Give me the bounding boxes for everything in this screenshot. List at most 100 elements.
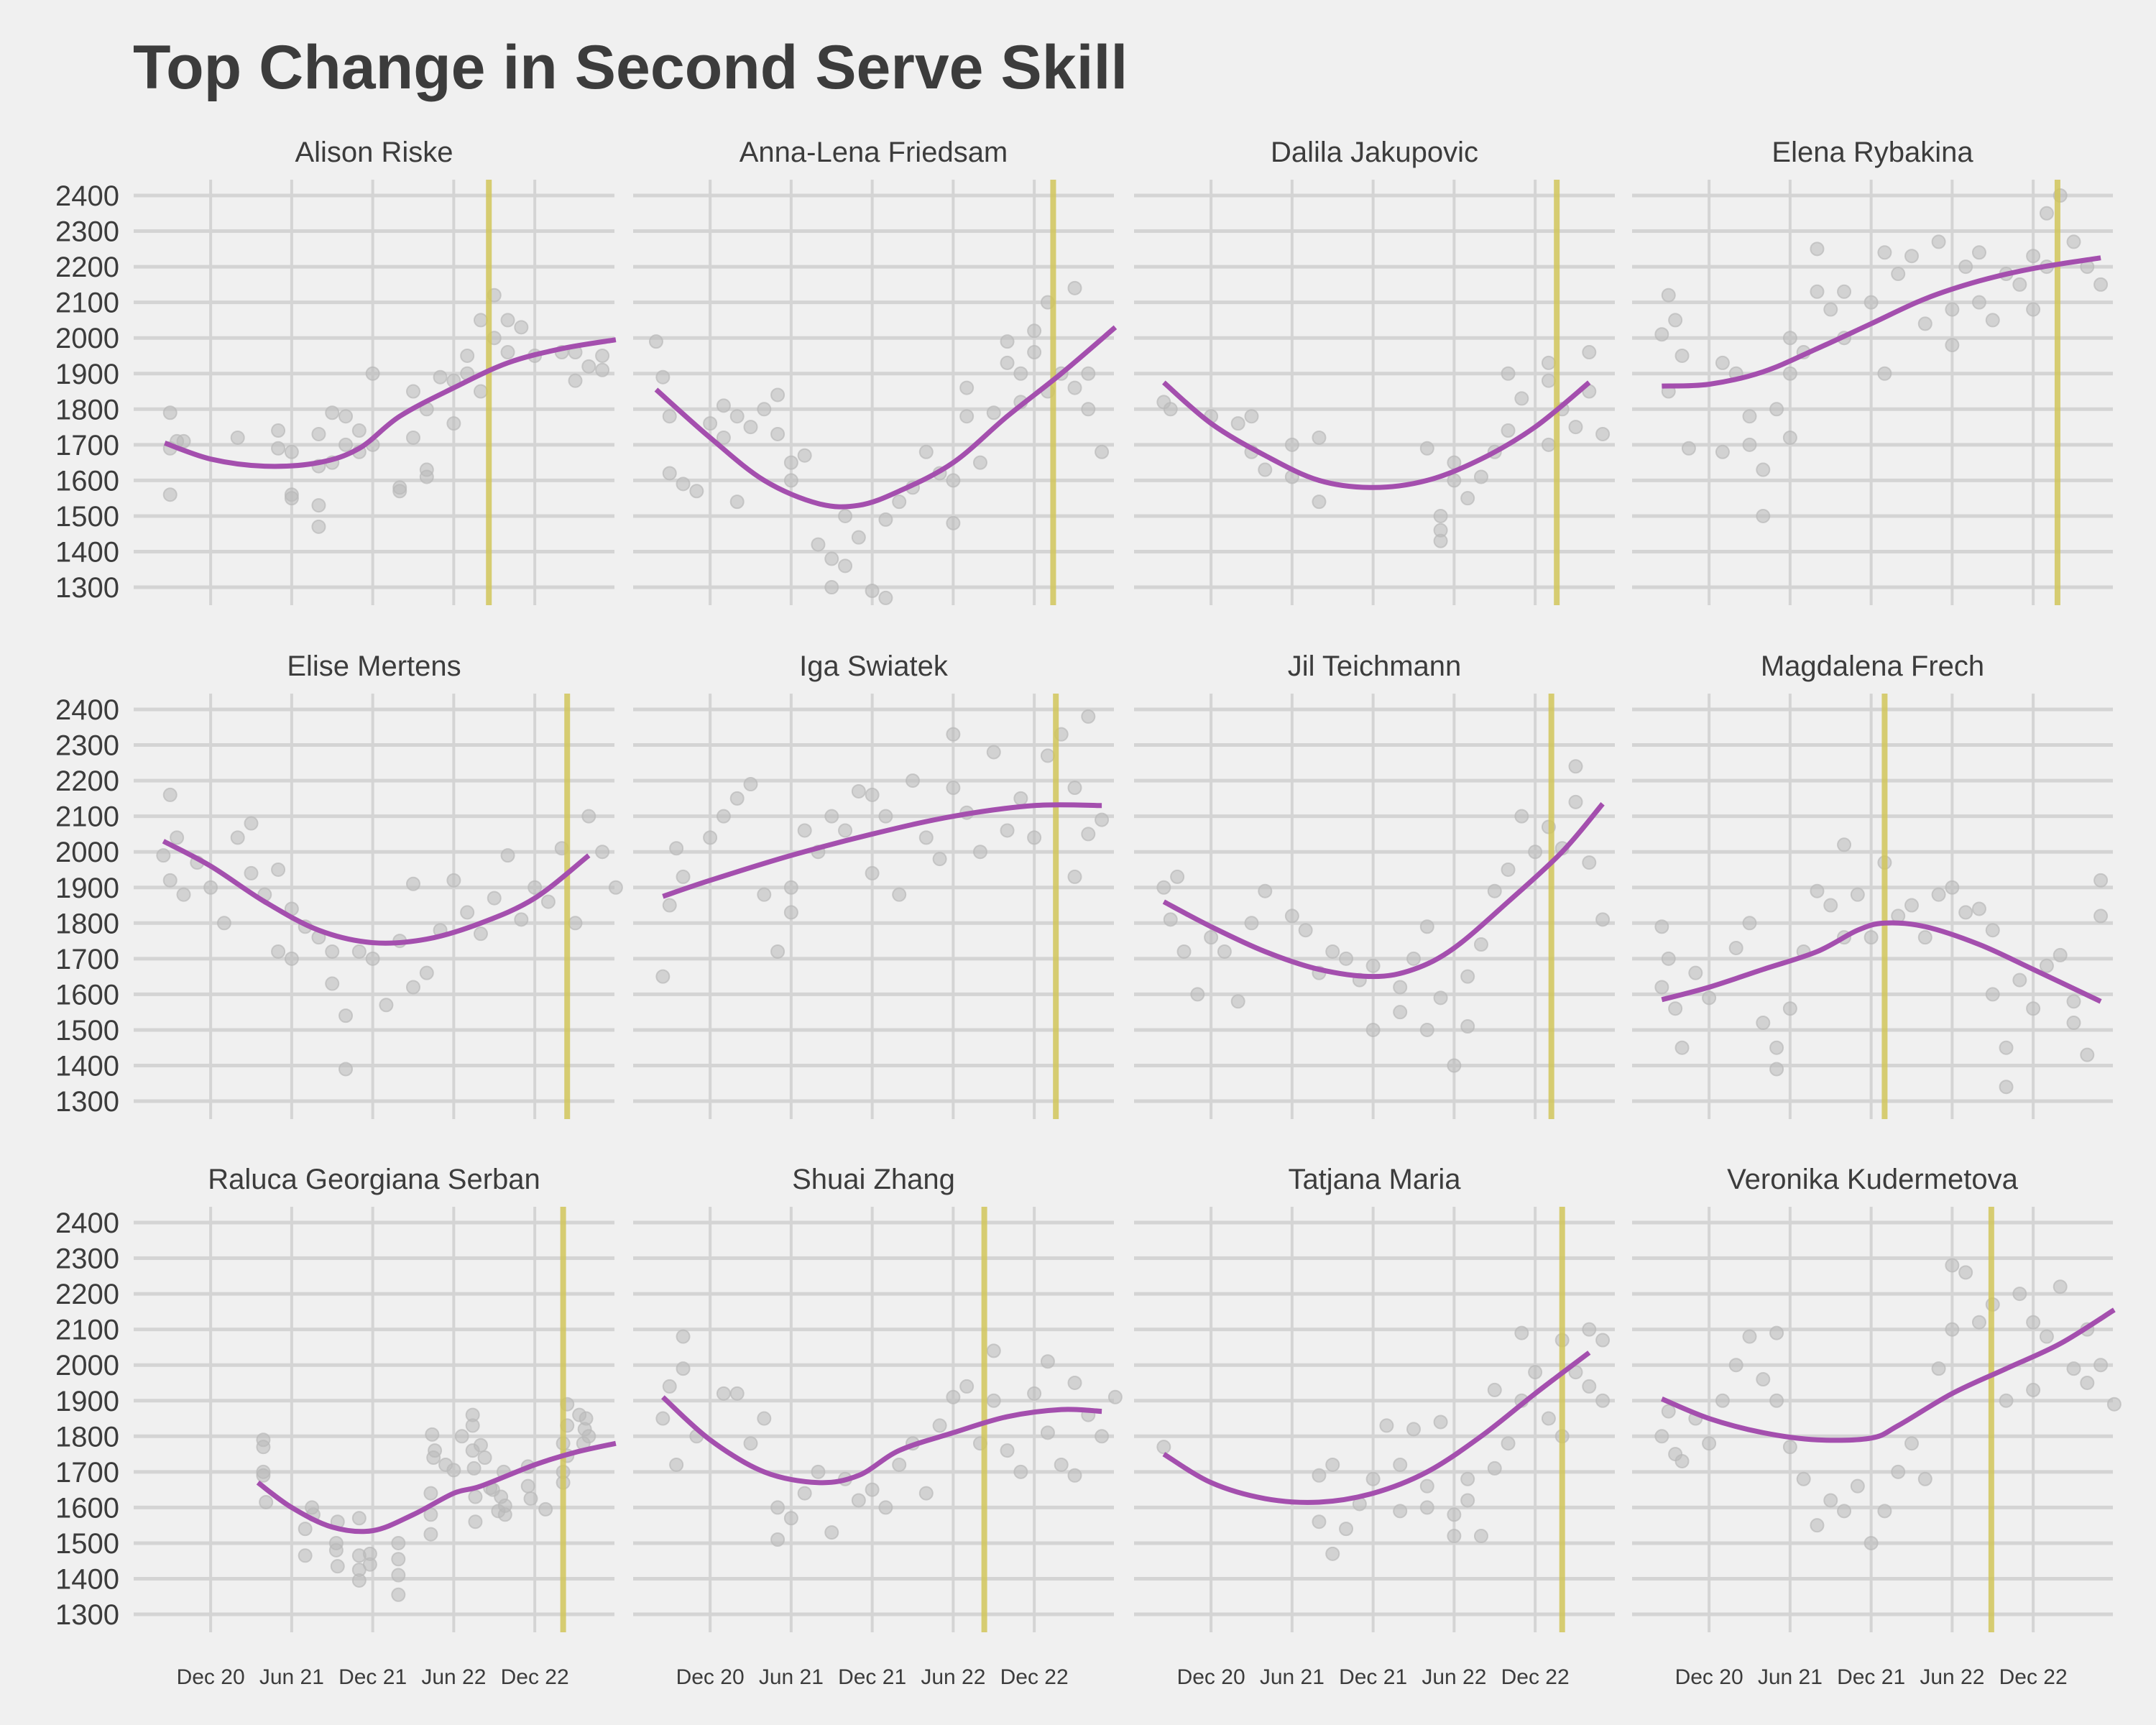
data-point bbox=[1864, 1535, 1879, 1550]
data-point bbox=[1487, 1382, 1502, 1397]
data-point bbox=[1081, 709, 1096, 724]
data-point bbox=[1107, 1389, 1123, 1404]
data-point bbox=[1971, 901, 1986, 916]
data-point bbox=[595, 845, 610, 860]
data-point bbox=[1514, 1325, 1529, 1340]
data-point bbox=[1460, 1018, 1475, 1034]
trend-line bbox=[1162, 802, 1605, 980]
data-point bbox=[1217, 944, 1232, 959]
data-point bbox=[271, 423, 286, 438]
data-point bbox=[1013, 366, 1028, 381]
y-tick-label: 2100 bbox=[55, 288, 119, 319]
data-point bbox=[1661, 288, 1676, 303]
data-point bbox=[1473, 469, 1488, 484]
data-point bbox=[648, 334, 663, 349]
data-point bbox=[170, 830, 185, 845]
data-point bbox=[405, 876, 420, 891]
data-point bbox=[446, 873, 461, 888]
data-point bbox=[1674, 1040, 1690, 1055]
data-point bbox=[1568, 794, 1583, 809]
data-point bbox=[824, 809, 839, 824]
data-point bbox=[2026, 1001, 2041, 1016]
data-point bbox=[473, 1438, 488, 1453]
data-point bbox=[2026, 1315, 2041, 1330]
trend-line bbox=[256, 1440, 617, 1535]
data-point bbox=[729, 409, 745, 424]
data-point bbox=[1501, 423, 1516, 438]
data-point bbox=[1230, 416, 1245, 431]
y-tick-label: 1800 bbox=[55, 908, 119, 939]
data-point bbox=[419, 469, 434, 484]
data-point bbox=[608, 880, 623, 895]
data-point bbox=[460, 905, 475, 920]
data-point bbox=[500, 848, 515, 863]
data-point bbox=[351, 423, 367, 438]
data-point bbox=[986, 745, 1001, 760]
trend-line bbox=[662, 802, 1102, 899]
data-point bbox=[1040, 748, 1055, 763]
data-point bbox=[1742, 1329, 1757, 1344]
data-point bbox=[716, 1386, 731, 1401]
panel-magdalena-frech: Magdalena Frech bbox=[1632, 650, 2113, 1119]
panel-veronika-kudermetova: Veronika Kudermetova Dec 20 Jun 21 Dec 21 Ju… bbox=[1632, 1164, 2122, 1689]
data-point bbox=[1877, 366, 1892, 381]
data-point bbox=[892, 1457, 907, 1472]
data-point bbox=[892, 887, 907, 902]
data-point bbox=[824, 551, 839, 566]
data-point bbox=[1365, 1471, 1381, 1486]
data-point bbox=[1715, 355, 1730, 370]
data-point bbox=[1595, 1333, 1611, 1348]
data-point bbox=[1419, 441, 1434, 456]
data-point bbox=[676, 1329, 691, 1344]
data-point bbox=[1473, 937, 1488, 952]
data-point bbox=[1999, 1393, 2014, 1408]
data-point bbox=[783, 1511, 798, 1526]
x-tick-label: Dec 22 bbox=[1501, 1665, 1570, 1689]
data-point bbox=[500, 345, 515, 360]
data-point bbox=[770, 426, 786, 441]
x-tick-label: Jun 21 bbox=[759, 1665, 824, 1689]
data-point bbox=[468, 1514, 483, 1530]
data-point bbox=[703, 416, 718, 431]
data-point bbox=[1339, 951, 1354, 966]
data-point bbox=[1081, 402, 1096, 417]
data-point bbox=[423, 1486, 438, 1501]
panel-iga-swiatek: Iga Swiatek bbox=[633, 650, 1114, 1119]
data-point bbox=[1067, 869, 1082, 884]
data-point bbox=[1582, 855, 1597, 870]
data-point bbox=[1163, 912, 1178, 927]
data-point bbox=[1864, 930, 1879, 945]
y-tick-label: 2400 bbox=[55, 694, 119, 726]
data-point bbox=[1945, 302, 1960, 317]
data-point bbox=[2093, 277, 2109, 292]
data-point bbox=[676, 477, 691, 492]
data-point bbox=[325, 944, 340, 959]
data-point bbox=[1756, 508, 1771, 523]
data-point bbox=[325, 976, 340, 991]
data-point bbox=[932, 852, 947, 867]
y-tick-label: 1900 bbox=[55, 873, 119, 904]
data-point bbox=[579, 1411, 594, 1426]
data-point bbox=[1917, 930, 1932, 945]
data-point bbox=[1095, 1429, 1110, 1444]
data-point bbox=[2080, 1047, 2095, 1062]
x-tick-label: Jun 21 bbox=[259, 1665, 324, 1689]
data-point bbox=[1850, 1478, 1865, 1494]
data-point bbox=[1067, 380, 1082, 395]
data-point bbox=[1325, 944, 1340, 959]
data-point bbox=[405, 980, 420, 995]
data-point bbox=[1501, 1436, 1516, 1451]
y-tick-label: 2400 bbox=[55, 1208, 119, 1239]
data-point bbox=[271, 441, 286, 456]
data-point bbox=[500, 313, 515, 328]
data-point bbox=[1810, 284, 1825, 299]
data-point bbox=[1668, 313, 1683, 328]
data-point bbox=[676, 1361, 691, 1376]
x-tick-label: Dec 21 bbox=[838, 1665, 906, 1689]
y-tick-label: 1300 bbox=[55, 1599, 119, 1631]
data-point bbox=[986, 1343, 1001, 1358]
data-point bbox=[676, 869, 691, 884]
data-point bbox=[473, 313, 488, 328]
y-tick-label: 1600 bbox=[55, 1492, 119, 1524]
